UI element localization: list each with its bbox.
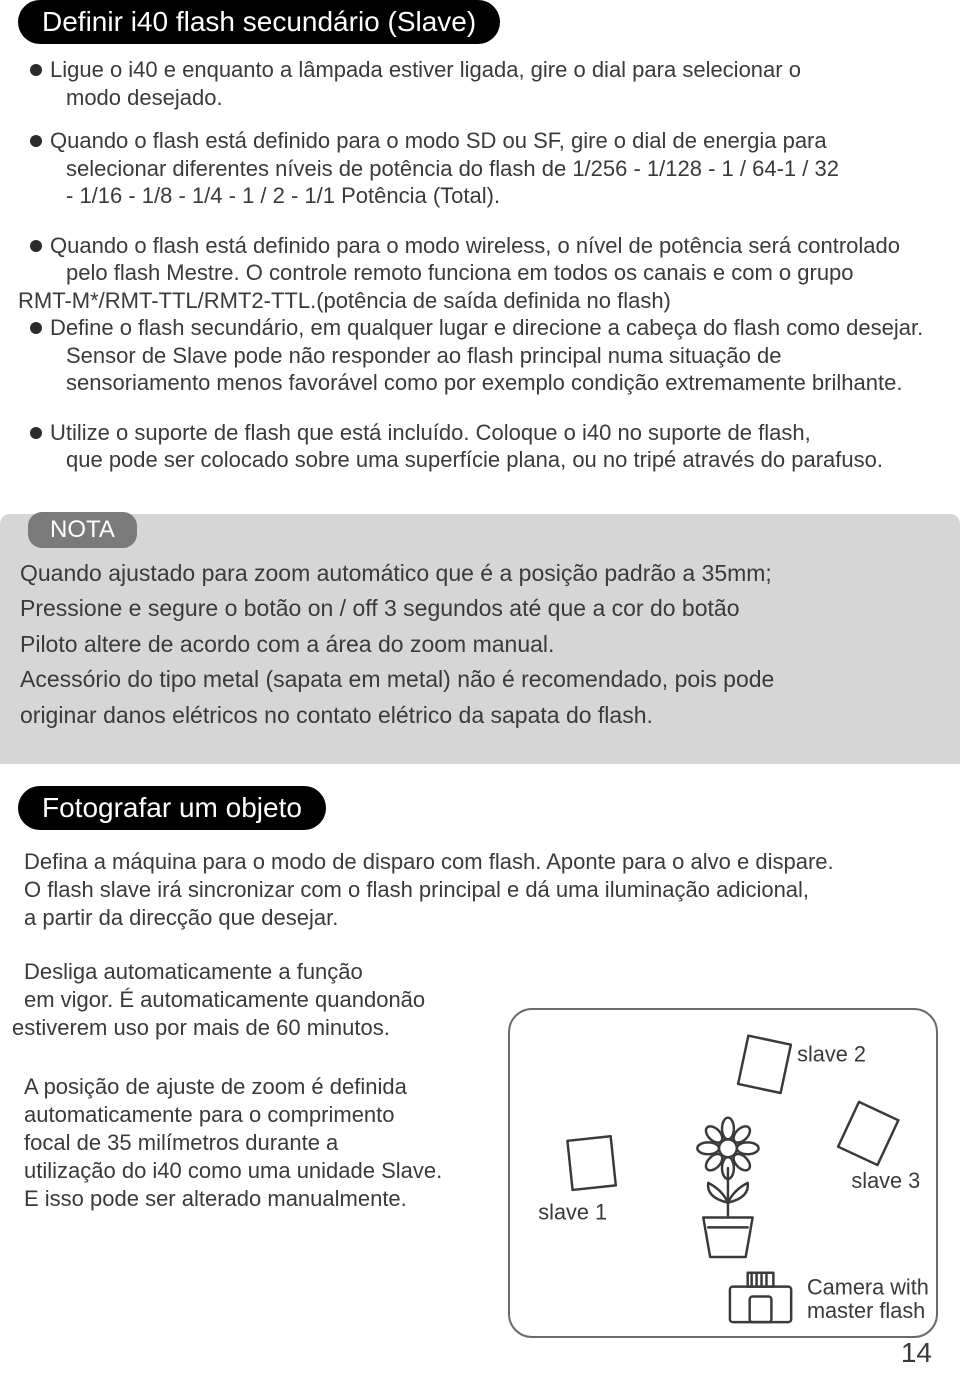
page-number: 14 [901, 1337, 932, 1369]
diagram-label-camera-l2: master flash [807, 1298, 925, 1323]
bullet-icon [30, 240, 42, 252]
diagram-label-slave1: slave 1 [538, 1199, 607, 1224]
bullet-text: Quando o flash está definido para o modo… [50, 233, 900, 258]
bullet-text: Ligue o i40 e enquanto a lâmpada estiver… [50, 57, 801, 82]
section1-title: Definir i40 flash secundário (Slave) [18, 0, 500, 44]
bullet-text: Define o flash secundário, em qualquer l… [50, 315, 923, 340]
bullet-subtext: RMT-M*/RMT-TTL/RMT2-TTL.(potência de saí… [18, 287, 930, 315]
bullet-text: pelo flash Mestre. O controle remoto fun… [30, 259, 930, 287]
section1-body: Ligue o i40 e enquanto a lâmpada estiver… [0, 56, 960, 474]
bullet-text: sensoriamento menos favorável como por e… [30, 369, 930, 397]
bullet-3: Quando o flash está definido para o modo… [30, 232, 930, 315]
bullet-1: Ligue o i40 e enquanto a lâmpada estiver… [30, 56, 930, 111]
nota-line: Quando ajustado para zoom automático que… [20, 556, 940, 592]
sec2-para1: Defina a máquina para o modo de disparo … [24, 848, 954, 932]
slave-diagram: slave 1 slave 2 slave 3 Camera with mast… [508, 1008, 938, 1338]
text-line: O flash slave irá sincronizar com o flas… [24, 876, 954, 904]
bullet-text: Utilize o suporte de flash que está incl… [50, 420, 811, 445]
bullet-2: Quando o flash está definido para o modo… [30, 127, 930, 210]
nota-line: Acessório do tipo metal (sapata em metal… [20, 662, 940, 698]
bullet-4: Define o flash secundário, em qualquer l… [30, 314, 930, 397]
diagram-label-slave2: slave 2 [797, 1041, 866, 1066]
bullet-text: modo desejado. [30, 84, 930, 112]
diagram-label-camera-l1: Camera with [807, 1275, 929, 1300]
bullet-text: selecionar diferentes níveis de potência… [30, 155, 930, 183]
bullet-text: Sensor de Slave pode não responder ao fl… [30, 342, 930, 370]
bullet-text: - 1/16 - 1/8 - 1/4 - 1 / 2 - 1/1 Potênci… [30, 182, 930, 210]
nota-body: Quando ajustado para zoom automático que… [0, 550, 960, 734]
bullet-icon [30, 135, 42, 147]
nota-box: NOTA Quando ajustado para zoom automátic… [0, 514, 960, 764]
text-line: Defina a máquina para o modo de disparo … [24, 848, 954, 876]
nota-line: Pressione e segure o botão on / off 3 se… [20, 591, 940, 627]
bullet-5: Utilize o suporte de flash que está incl… [30, 419, 930, 474]
bullet-icon [30, 64, 42, 76]
bullet-icon [30, 427, 42, 439]
nota-label: NOTA [28, 512, 137, 548]
diagram-label-slave3: slave 3 [851, 1168, 920, 1193]
bullet-text: que pode ser colocado sobre uma superfíc… [30, 446, 930, 474]
bullet-icon [30, 322, 42, 334]
nota-line: originar danos elétricos no contato elét… [20, 698, 940, 734]
text-line: Desliga automaticamente a função [24, 958, 954, 986]
section2-title: Fotografar um objeto [18, 786, 326, 830]
nota-line: Piloto altere de acordo com a área do zo… [20, 627, 940, 663]
bullet-text: Quando o flash está definido para o modo… [50, 128, 827, 153]
text-line: a partir da direcção que desejar. [24, 904, 954, 932]
